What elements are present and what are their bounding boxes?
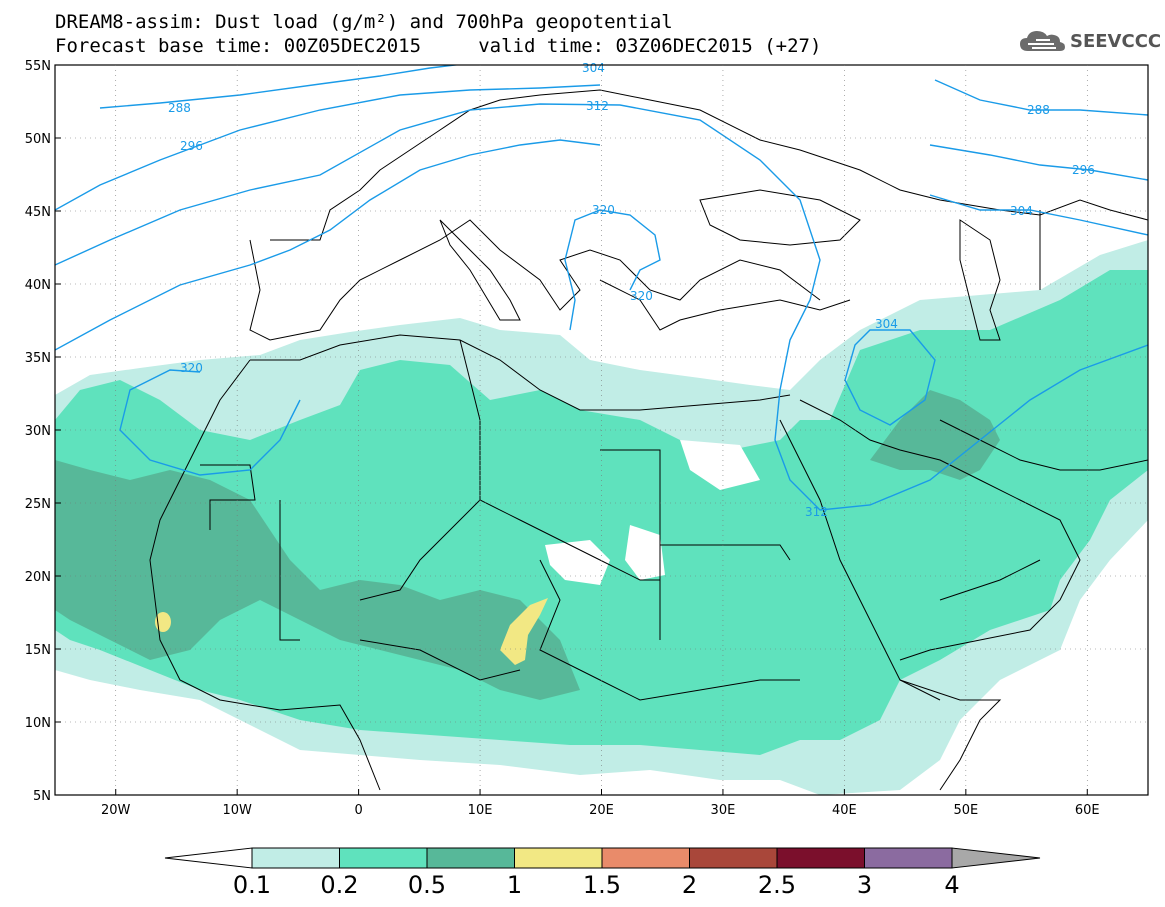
geopotential-contours bbox=[55, 65, 1148, 511]
legend-swatch bbox=[514, 847, 603, 869]
legend-swatch bbox=[776, 847, 865, 869]
legend-label: 1.5 bbox=[583, 871, 621, 899]
map-subtitle: Forecast base time: 00Z05DEC2015 valid t… bbox=[55, 35, 822, 57]
lat-tick-label: 15N bbox=[25, 643, 51, 658]
contour-label: 304 bbox=[582, 61, 605, 75]
contour-labels: 288 296 304 312 320 288 296 304 320 320 … bbox=[168, 61, 1095, 519]
contour-label: 312 bbox=[586, 99, 609, 113]
lat-tick-label: 50N bbox=[25, 132, 51, 147]
longitude-axis: 20W 10W 0 10E 20E 30E 40E 50E 60E bbox=[101, 789, 1100, 818]
graticule bbox=[55, 65, 1148, 795]
legend-label: 0.1 bbox=[233, 871, 271, 899]
seevccc-logo: SEEVCCC bbox=[1018, 27, 1161, 55]
lat-tick-label: 45N bbox=[25, 205, 51, 220]
legend-over-arrow bbox=[951, 847, 1041, 869]
map-title: DREAM8-assim: Dust load (g/m²) and 700hP… bbox=[55, 11, 673, 33]
contour-label: 304 bbox=[1010, 204, 1033, 218]
lon-tick-label: 30E bbox=[711, 803, 736, 818]
legend-label: 0.5 bbox=[408, 871, 446, 899]
legend-swatch bbox=[339, 847, 428, 869]
lat-tick-label: 25N bbox=[25, 497, 51, 512]
contour-label: 288 bbox=[168, 101, 191, 115]
contour-label: 312 bbox=[805, 505, 828, 519]
lat-tick-label: 20N bbox=[25, 570, 51, 585]
dust-region-1 bbox=[500, 598, 548, 665]
lon-tick-label: 20W bbox=[101, 803, 131, 818]
legend-swatch bbox=[689, 847, 778, 869]
dust-layer bbox=[55, 240, 1148, 795]
lon-tick-label: 0 bbox=[354, 803, 362, 818]
dust-region-1-west bbox=[155, 612, 171, 632]
legend-colorbar: 0.1 0.2 0.5 1 1.5 2 2.5 3 4 bbox=[164, 847, 1041, 899]
legend-swatch bbox=[251, 847, 340, 869]
lon-tick-label: 20E bbox=[589, 803, 614, 818]
legend-swatch bbox=[426, 847, 515, 869]
lat-tick-label: 35N bbox=[25, 351, 51, 366]
legend-label: 2 bbox=[682, 871, 697, 899]
lat-tick-label: 55N bbox=[25, 59, 51, 74]
clear-patch bbox=[625, 525, 665, 580]
lon-tick-label: 60E bbox=[1075, 803, 1100, 818]
contour-label: 320 bbox=[630, 289, 653, 303]
contour-label: 304 bbox=[875, 317, 898, 331]
latitude-axis: 55N 50N 45N 40N 35N 30N 25N 20N 15N 10N 5N bbox=[25, 59, 61, 804]
legend-label: 0.2 bbox=[320, 871, 358, 899]
legend-swatch bbox=[601, 847, 690, 869]
lon-tick-label: 50E bbox=[953, 803, 978, 818]
lon-tick-label: 10E bbox=[468, 803, 493, 818]
lon-tick-label: 40E bbox=[832, 803, 857, 818]
clear-patch bbox=[545, 540, 610, 585]
dust-region-0.5-east bbox=[870, 390, 1000, 480]
legend-label: 2.5 bbox=[758, 871, 796, 899]
contour-label: 320 bbox=[180, 361, 203, 375]
lat-tick-label: 5N bbox=[33, 789, 51, 804]
lat-tick-label: 40N bbox=[25, 278, 51, 293]
contour-label: 320 bbox=[592, 203, 615, 217]
dust-region-0.5 bbox=[55, 460, 580, 700]
legend-label: 1 bbox=[507, 871, 522, 899]
legend-under-arrow bbox=[164, 847, 253, 869]
clear-patch bbox=[680, 440, 760, 490]
legend-swatch bbox=[864, 847, 953, 869]
lat-tick-label: 30N bbox=[25, 424, 51, 439]
legend-label: 3 bbox=[857, 871, 872, 899]
legend-label: 4 bbox=[944, 871, 959, 899]
logo-text: SEEVCCC bbox=[1070, 30, 1162, 52]
lat-tick-label: 10N bbox=[25, 716, 51, 731]
coastlines bbox=[149, 89, 1148, 791]
contour-label: 296 bbox=[180, 139, 203, 153]
contour-label: 288 bbox=[1027, 103, 1050, 117]
lon-tick-label: 10W bbox=[222, 803, 252, 818]
contour-label: 296 bbox=[1072, 163, 1095, 177]
cloud-icon bbox=[1020, 31, 1065, 51]
